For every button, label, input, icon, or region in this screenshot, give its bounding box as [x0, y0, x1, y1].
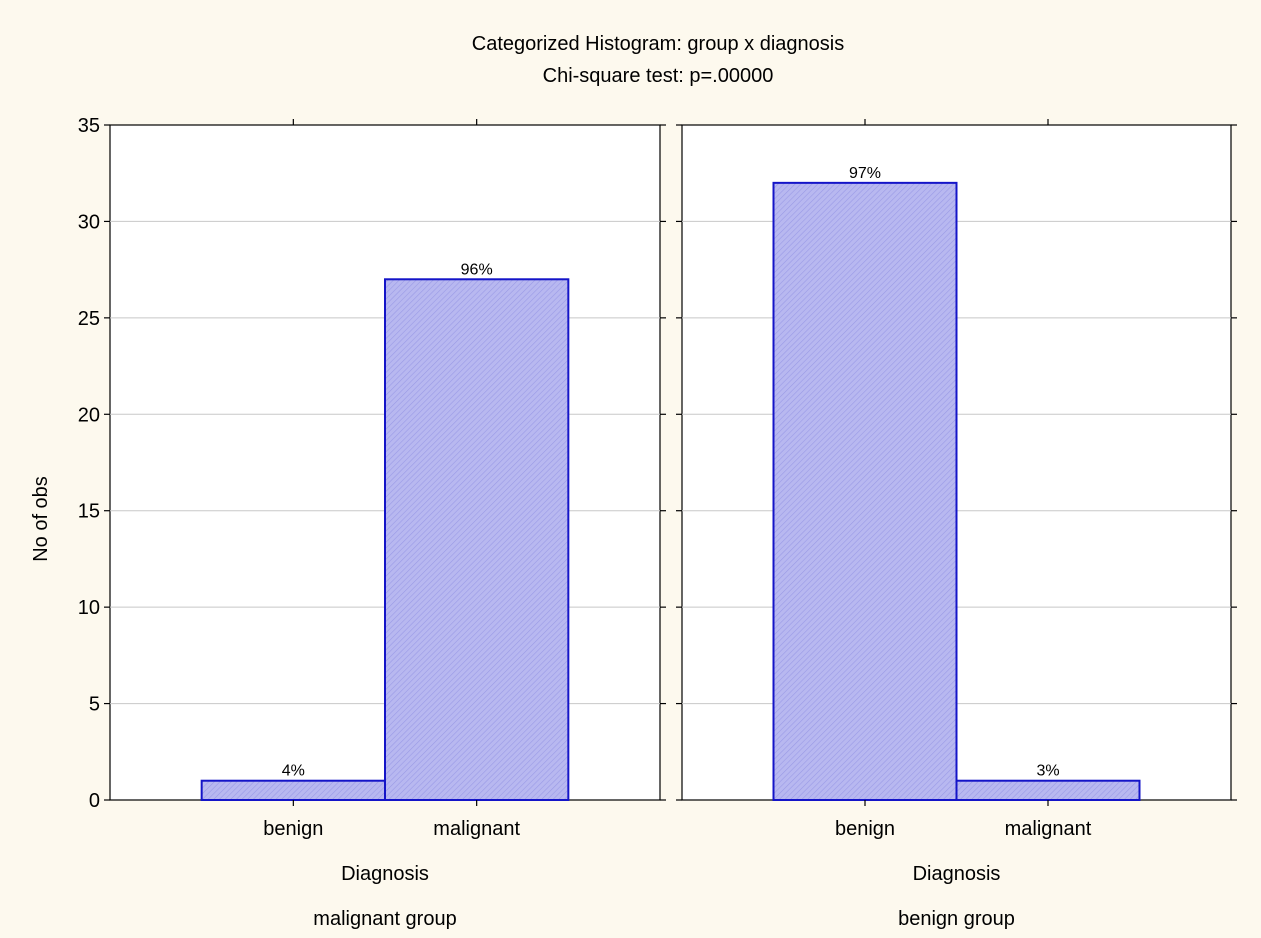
- y-tick-label: 15: [78, 501, 100, 523]
- x-tick-label: benign: [263, 818, 323, 840]
- y-tick-label: 0: [89, 790, 100, 812]
- y-tick-label: 25: [78, 308, 100, 330]
- bar-percent-label: 3%: [1036, 763, 1059, 780]
- chart-subtitle: Chi-square test: p=.00000: [543, 65, 774, 87]
- x-tick-label: malignant: [433, 818, 520, 840]
- bar-percent-label: 97%: [849, 165, 881, 182]
- y-tick-label: 10: [78, 597, 100, 619]
- panel-benign-group: 97% benign 3% malignant Diagnosis benign grou…: [676, 119, 1237, 930]
- bar-malignant: [955, 779, 1141, 802]
- bar-benign: [772, 181, 958, 802]
- bar-benign: [200, 779, 386, 802]
- x-axis-title: Diagnosis: [913, 863, 1001, 885]
- y-tick-label: 20: [78, 404, 100, 426]
- y-tick-label: 30: [78, 211, 100, 233]
- y-tick-label: 35: [78, 115, 100, 137]
- bar-percent-label: 4%: [282, 763, 305, 780]
- chart-title: Categorized Histogram: group x diagnosis: [472, 33, 844, 55]
- bar-percent-label: 96%: [461, 261, 493, 278]
- y-axis-tick-labels: 0 5 10 15 20 25 30 35: [78, 115, 100, 812]
- x-tick-label: benign: [835, 818, 895, 840]
- panel-malignant-group: 4% benign 96% malignant Diagnosis malignant g…: [104, 119, 666, 930]
- bar-malignant: [384, 278, 570, 801]
- group-label: malignant group: [313, 908, 456, 930]
- y-axis-title: No of obs: [30, 476, 52, 562]
- group-label: benign group: [898, 908, 1015, 930]
- x-axis-title: Diagnosis: [341, 863, 429, 885]
- x-tick-label: malignant: [1005, 818, 1092, 840]
- y-tick-label: 5: [89, 694, 100, 716]
